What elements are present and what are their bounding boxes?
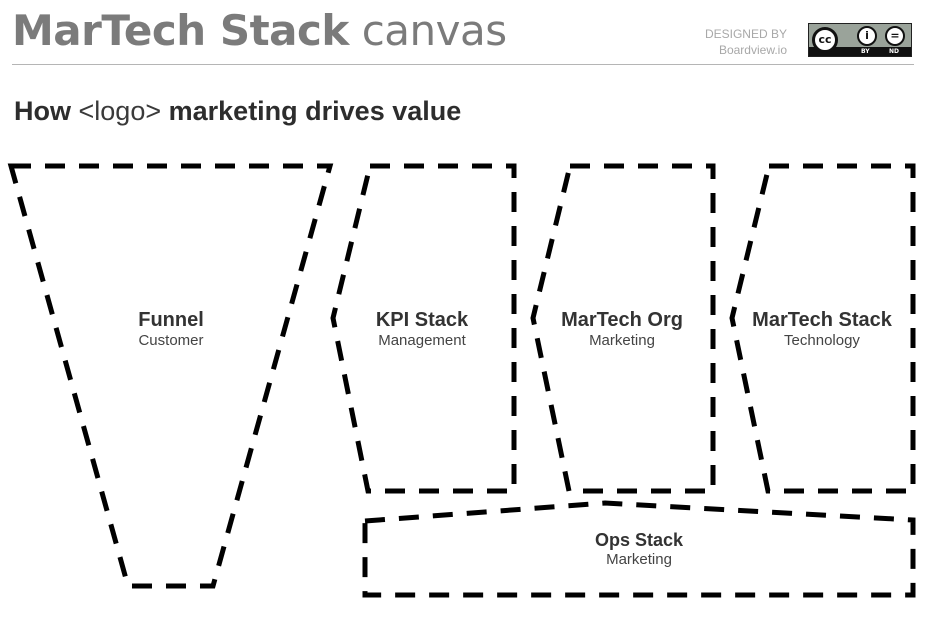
block-title: Funnel	[138, 309, 204, 331]
designed-by-brand[interactable]: Boardview.io	[718, 43, 787, 57]
no-derivatives-icon: =	[885, 26, 905, 46]
ops-stack-block[interactable]: Ops Stack Marketing	[595, 529, 683, 569]
attribution-icon: i	[857, 26, 877, 46]
canvas-title-bold: MarTech Stack	[12, 6, 349, 55]
header-divider	[12, 64, 914, 65]
ops-stack-block-outline[interactable]	[362, 500, 916, 598]
subtitle-how: How	[14, 96, 71, 126]
block-subtitle: Marketing	[589, 332, 655, 349]
block-title: Ops Stack	[594, 530, 684, 550]
block-subtitle: Marketing	[606, 551, 672, 568]
canvas-title-light: canvas	[361, 6, 507, 55]
martech-stack-block[interactable]: MarTech Stack Technology	[752, 308, 892, 350]
by-label: BY	[861, 48, 870, 55]
canvas-subtitle: How <logo> marketing drives value	[14, 96, 461, 127]
martech-stack-block-outline[interactable]	[729, 163, 916, 494]
kpi-stack-block[interactable]: KPI Stack Management	[376, 308, 468, 350]
subtitle-rest: marketing drives value	[168, 96, 462, 126]
funnel-block-outline[interactable]	[7, 163, 334, 589]
martech-org-block[interactable]: MarTech Org Marketing	[561, 308, 683, 350]
license-strip	[809, 47, 911, 56]
subtitle-logo-placeholder[interactable]: <logo>	[78, 96, 162, 126]
cc-icon: cc	[812, 27, 838, 53]
block-title: MarTech Org	[561, 309, 683, 331]
canvas-title: MarTech Stack canvas	[12, 6, 507, 55]
block-title: KPI Stack	[375, 309, 469, 331]
kpi-stack-block-outline[interactable]	[330, 163, 517, 494]
block-subtitle: Technology	[784, 332, 860, 349]
designed-by-label: DESIGNED BY	[704, 27, 787, 41]
nd-label: ND	[889, 48, 900, 55]
designed-by: DESIGNED BY Boardview.io	[705, 26, 787, 58]
block-title: MarTech Stack	[752, 309, 892, 331]
martech-org-block-outline[interactable]	[530, 163, 716, 494]
funnel-block[interactable]: Funnel Customer	[138, 308, 204, 350]
cc-license-badge[interactable]: cc i = BY ND	[808, 23, 912, 57]
block-subtitle: Customer	[138, 332, 204, 349]
block-subtitle: Management	[378, 332, 466, 349]
